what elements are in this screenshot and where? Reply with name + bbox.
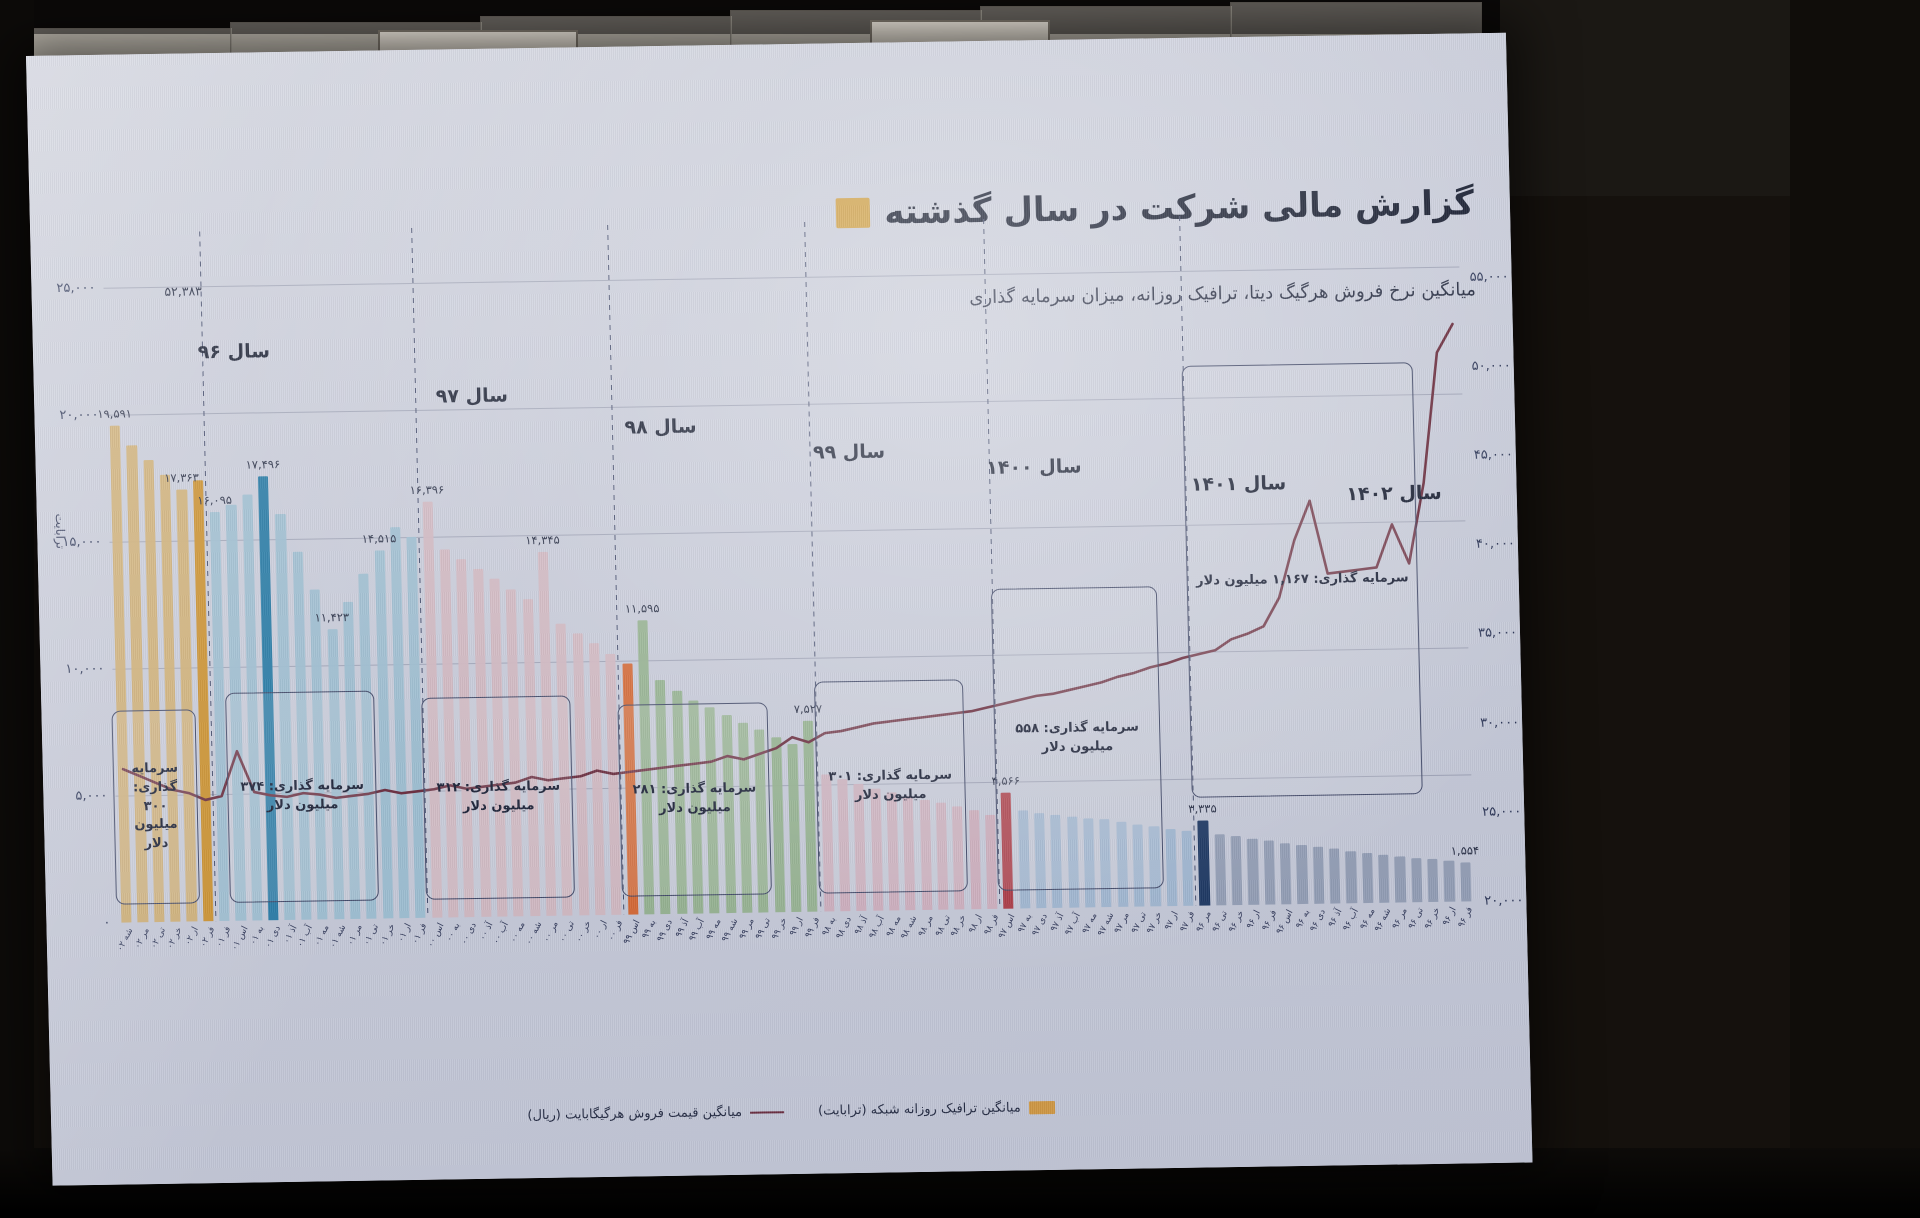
callout-text: سرمایه گذاری: ۳۰۱ میلیون دلار <box>828 767 953 804</box>
bar-value-label: ۱۴,۳۴۵ <box>525 532 560 548</box>
investment-callout-5: سرمایه گذاری: ۳۷۴ میلیون دلار <box>225 690 380 903</box>
callout-text: سرمایه گذاری: ۳۰۰ میلیون دلار <box>131 760 179 852</box>
legend-bar-swatch-icon <box>1028 1100 1055 1115</box>
callout-text: سرمایه گذاری: ۳۷۴ میلیون دلار <box>240 777 365 814</box>
investment-callout-0: سرمایه گذاری: ۱,۱۶۷ میلیون دلار <box>1181 362 1423 798</box>
wall-left <box>0 0 34 1218</box>
callout-text: سرمایه گذاری: ۳۱۲ میلیون دلار <box>436 778 561 815</box>
x-tick: آب ۹۸ <box>867 914 888 941</box>
left-axis-tick: ۵,۰۰۰ <box>75 788 108 804</box>
x-tick: مر ۰۱ <box>345 922 365 948</box>
investment-callout-6: سرمایه گذاری: ۳۰۰ میلیون دلار <box>111 709 200 905</box>
x-tick: مر ۰۰ <box>541 919 561 945</box>
right-axis-tick: ۲۰,۰۰۰ <box>1484 893 1524 909</box>
bar-value-label: ۱۴,۵۱۵ <box>361 530 397 546</box>
right-axis-tick: ۵۰,۰۰۰ <box>1471 358 1511 374</box>
left-axis-tick: ۰ <box>103 915 111 931</box>
x-tick: تی ۹۶ <box>1211 909 1231 934</box>
x-tick: مر ۹۷ <box>1113 910 1133 936</box>
x-tick: آب ۹۷ <box>1063 911 1084 938</box>
bar-value-label: ۱۶,۰۹۵ <box>197 493 233 508</box>
investment-callout-1: سرمایه گذاری: ۵۵۸ میلیون دلار <box>991 586 1164 891</box>
bar-value-label: ۱۶,۳۹۶ <box>409 482 445 497</box>
investment-callout-4: سرمایه گذاری: ۳۱۲ میلیون دلار <box>421 695 576 900</box>
year-label-5: سال ۱۴۰۱ <box>1190 472 1287 496</box>
year-label-4: سال ۱۴۰۰ <box>985 455 1082 479</box>
legend-bar-label: میانگین ترافیک روزانه شبکه (ترابایت) <box>817 1100 1021 1119</box>
bar-value-label: ۱۷,۴۹۶ <box>245 456 281 472</box>
x-tick: مر ۹۶ <box>1390 906 1410 931</box>
x-tick: تی ۹۶ <box>1407 906 1427 931</box>
x-tick: شه ۰۲ <box>115 926 136 954</box>
left-axis-tick: ۱۰,۰۰۰ <box>65 661 105 678</box>
x-tick: مر ۰۲ <box>133 926 152 951</box>
year-label-1: سال ۹۷ <box>435 384 509 408</box>
x-tick: فر ۹۹ <box>803 915 822 940</box>
right-axis-tick: ۵۵,۰۰۰ <box>1469 268 1509 285</box>
bar-value-label: ۱۱,۴۲۳ <box>314 610 350 625</box>
projection-screen: گزارش مالی شرکت در سال گذشته میانگین نرخ… <box>26 32 1533 1186</box>
right-axis-tick: ۳۵,۰۰۰ <box>1477 625 1518 642</box>
callout-text: سرمایه گذاری: ۵۵۸ میلیون دلار <box>1015 719 1139 756</box>
legend-line-swatch-icon <box>750 1110 785 1114</box>
year-label-3: سال ۹۹ <box>812 440 886 464</box>
left-axis-tick: ۲۰,۰۰۰ <box>59 407 99 424</box>
right-axis-title: ریال <box>1519 530 1533 553</box>
chart-plot-area: ترابایت ریال ۲۵,۰۰۰ ۲۰,۰۰۰ ۱۵,۰۰۰ ۱۰,۰۰۰ ۵,۰… <box>53 215 1532 930</box>
x-tick: تی ۹۹ <box>753 916 773 942</box>
right-axis-tick: ۲۵,۰۰۰ <box>1482 803 1522 820</box>
bar-value-label: ۱۷,۳۶۳ <box>164 470 199 486</box>
year-label-2: سال ۹۸ <box>624 415 697 439</box>
bar-value-label: ۳,۳۳۵ <box>1188 801 1217 817</box>
bar-value-label: ۱۱,۵۹۵ <box>624 600 660 616</box>
right-axis-tick: ۴۵,۰۰۰ <box>1473 447 1514 463</box>
x-tick: فر ۰۲ <box>198 925 218 950</box>
investment-callout-2: سرمایه گذاری: ۳۰۱ میلیون دلار <box>813 679 968 894</box>
line-series <box>121 322 1454 802</box>
wall-right <box>1790 0 1920 1218</box>
line-peak-label: ۵۲,۳۸۳ <box>164 283 203 299</box>
bar-value-label: ۱۹,۵۹۱ <box>97 406 133 421</box>
right-axis-tick: ۴۰,۰۰۰ <box>1475 536 1516 553</box>
right-axis-tick: ۳۰,۰۰۰ <box>1479 714 1520 731</box>
x-tick: فر ۹۶ <box>1456 905 1476 930</box>
year-label-0: سال ۹۶ <box>197 340 271 364</box>
left-axis-tick: ۲۵,۰۰۰ <box>56 280 96 297</box>
year-label-6: سال ۱۴۰۲ <box>1346 481 1442 506</box>
x-tick: مر ۹۸ <box>917 913 937 939</box>
investment-callout-3: سرمایه گذاری: ۲۸۱ میلیون دلار <box>617 702 772 897</box>
left-axis-tick: ۱۵,۰۰۰ <box>62 534 102 551</box>
callout-text: سرمایه گذاری: ۱,۱۶۷ میلیون دلار <box>1195 569 1409 589</box>
title-accent-mark <box>835 197 871 229</box>
callout-text: سرمایه گذاری: ۲۸۱ میلیون دلار <box>632 780 757 817</box>
bar-value-label: ۱,۵۵۴ <box>1450 842 1480 858</box>
x-tick: تی ۰۲ <box>149 925 169 951</box>
x-tick: مر ۹۹ <box>737 916 757 942</box>
x-tick: مر ۹۶ <box>1194 909 1214 934</box>
x-tick: فر ۹۷ <box>1178 909 1198 934</box>
